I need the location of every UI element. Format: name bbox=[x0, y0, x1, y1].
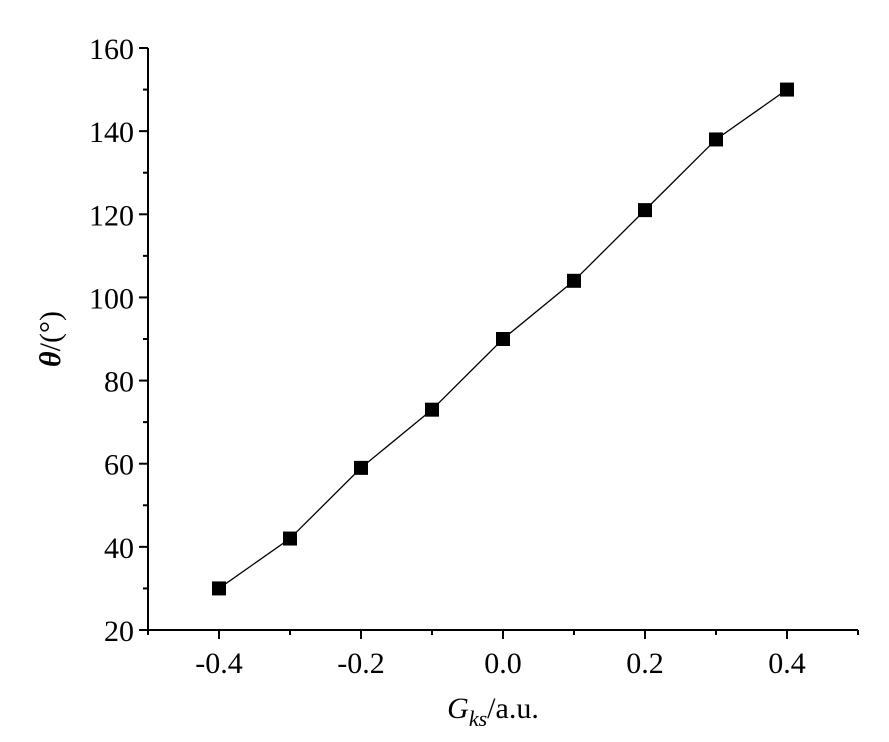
x-axis-title-main: G bbox=[447, 692, 469, 725]
y-ticks: 20 40 60 80 100 120 140 160 bbox=[89, 33, 148, 648]
y-axis-title-symbol: θ bbox=[34, 351, 67, 367]
series-layer bbox=[212, 82, 794, 596]
y-tick-label: 20 bbox=[104, 615, 134, 648]
x-tick-label: 0.0 bbox=[484, 647, 522, 680]
data-point bbox=[709, 132, 723, 147]
data-point bbox=[567, 273, 581, 288]
y-tick-label: 160 bbox=[89, 33, 134, 66]
data-point bbox=[212, 581, 226, 596]
data-point bbox=[425, 402, 439, 417]
x-tick-label: -0.4 bbox=[195, 647, 243, 680]
x-tick-label: 0.2 bbox=[626, 647, 664, 680]
y-axis-title-rest: /(°) bbox=[34, 311, 67, 351]
x-axis-title-sub: ks bbox=[469, 706, 487, 731]
x-axis-title: Gks/a.u. bbox=[447, 692, 539, 731]
y-tick-label: 140 bbox=[89, 116, 134, 149]
x-tick-label: 0.4 bbox=[768, 647, 806, 680]
data-point bbox=[354, 460, 368, 475]
y-tick-label: 80 bbox=[104, 366, 134, 399]
y-tick-label: 60 bbox=[104, 449, 134, 482]
y-tick-label: 120 bbox=[89, 199, 134, 232]
x-tick-label: -0.2 bbox=[337, 647, 385, 680]
data-point bbox=[780, 82, 794, 97]
x-axis-title-rest: /a.u. bbox=[487, 692, 539, 725]
data-point bbox=[283, 531, 297, 546]
y-axis-title: θ/(°) bbox=[34, 311, 67, 367]
y-tick-label: 100 bbox=[89, 282, 134, 315]
y-tick-label: 40 bbox=[104, 532, 134, 565]
data-point bbox=[638, 203, 652, 218]
x-ticks: -0.4 -0.2 0.0 0.2 0.4 bbox=[147, 630, 859, 680]
data-point bbox=[496, 332, 510, 346]
